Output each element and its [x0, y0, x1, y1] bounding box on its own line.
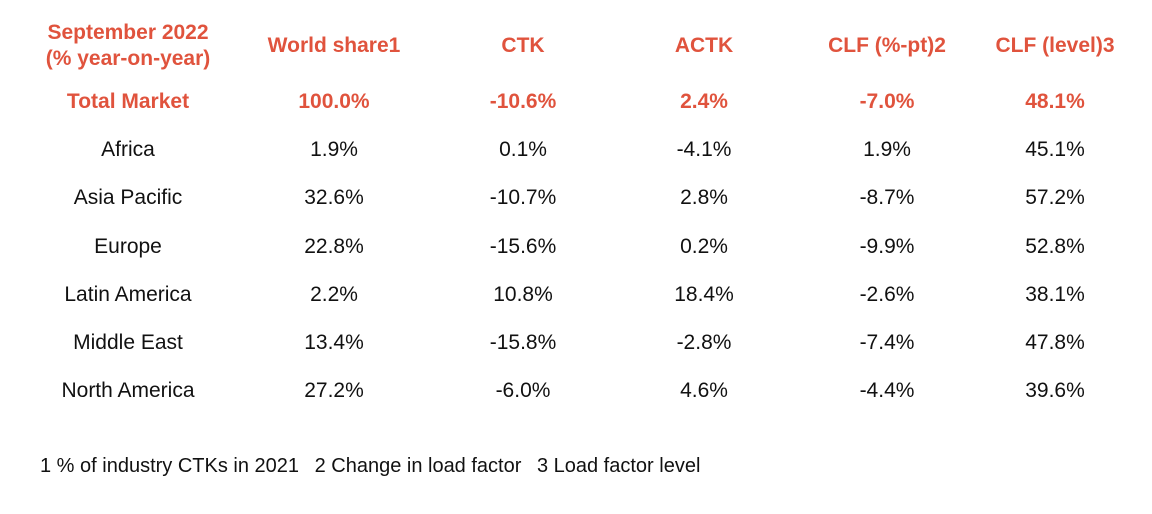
row-label: North America — [61, 379, 195, 403]
column-header-ctk: CTK — [501, 34, 545, 57]
cell-actk: -4.1% — [676, 138, 732, 162]
cell-actk: 2.4% — [680, 90, 728, 114]
period-line-1: September 2022 — [47, 21, 209, 44]
table-row: Europe 22.8% -15.6% 0.2% -9.9% 52.8% — [20, 223, 1130, 271]
cell-clf-pt: -9.9% — [859, 234, 915, 258]
table-row: North America 27.2% -6.0% 4.6% -4.4% 39.… — [20, 367, 1130, 415]
row-label: Europe — [94, 234, 162, 258]
cell-world-share: 13.4% — [304, 331, 364, 355]
table-header-row: September 2022 (% year-on-year) World sh… — [20, 14, 1130, 78]
cell-ctk: -6.0% — [495, 379, 551, 403]
regional-cargo-table: September 2022 (% year-on-year) World sh… — [20, 14, 1130, 415]
table-row: Africa 1.9% 0.1% -4.1% 1.9% 45.1% — [20, 126, 1130, 174]
footnote-3: 3 Load factor level — [536, 455, 701, 477]
cell-actk: 2.8% — [680, 186, 728, 210]
cell-clf-pt: 1.9% — [863, 138, 911, 162]
cell-ctk: -15.8% — [489, 331, 557, 355]
cell-actk: 18.4% — [674, 282, 734, 306]
cell-world-share: 32.6% — [304, 186, 364, 210]
period-line-2: (% year-on-year) — [45, 47, 211, 70]
cell-actk: -2.8% — [676, 331, 732, 355]
row-label: Latin America — [64, 282, 192, 306]
cell-clf-level: 48.1% — [1025, 90, 1085, 114]
table-row: Asia Pacific 32.6% -10.7% 2.8% -8.7% 57.… — [20, 174, 1130, 222]
cell-clf-level: 39.6% — [1025, 379, 1085, 403]
column-header-world-share: World share1 — [267, 34, 401, 57]
cell-clf-level: 52.8% — [1025, 234, 1085, 258]
column-header-actk: ACTK — [674, 34, 734, 57]
footnotes: 1 % of industry CTKs in 2021 2 Change in… — [40, 453, 710, 479]
cell-world-share: 22.8% — [304, 234, 364, 258]
row-label: Total Market — [66, 90, 190, 114]
cell-ctk: 0.1% — [499, 138, 547, 162]
column-header-clf-pt: CLF (%-pt)2 — [828, 34, 946, 57]
cell-clf-level: 47.8% — [1025, 331, 1085, 355]
cell-clf-pt: -2.6% — [859, 282, 915, 306]
cell-actk: 0.2% — [680, 234, 728, 258]
table-row: Latin America 2.2% 10.8% 18.4% -2.6% 38.… — [20, 271, 1130, 319]
cell-clf-pt: -7.0% — [859, 90, 915, 114]
column-header-clf-level: CLF (level)3 — [995, 34, 1115, 57]
period-header: September 2022 (% year-on-year) — [20, 14, 236, 78]
cell-clf-level: 45.1% — [1025, 138, 1085, 162]
row-label: Africa — [101, 138, 155, 162]
cell-actk: 4.6% — [680, 379, 728, 403]
cell-world-share: 27.2% — [304, 379, 364, 403]
footnote-1: 1 % of industry CTKs in 2021 — [40, 455, 300, 477]
cell-ctk: -10.6% — [489, 90, 557, 114]
cell-ctk: -10.7% — [489, 186, 557, 210]
total-market-row: Total Market 100.0% -10.6% 2.4% -7.0% 48… — [20, 78, 1130, 126]
row-label: Middle East — [73, 331, 183, 355]
row-label: Asia Pacific — [73, 186, 183, 210]
cell-clf-pt: -8.7% — [859, 186, 915, 210]
cell-world-share: 100.0% — [298, 90, 370, 114]
cell-world-share: 1.9% — [310, 138, 358, 162]
cell-clf-level: 38.1% — [1025, 282, 1085, 306]
cell-ctk: 10.8% — [493, 282, 553, 306]
cell-clf-pt: -4.4% — [859, 379, 915, 403]
table-row: Middle East 13.4% -15.8% -2.8% -7.4% 47.… — [20, 319, 1130, 367]
cell-ctk: -15.6% — [489, 234, 557, 258]
footnote-2: 2 Change in load factor — [314, 455, 522, 477]
cell-clf-pt: -7.4% — [859, 331, 915, 355]
cell-world-share: 2.2% — [310, 282, 358, 306]
cell-clf-level: 57.2% — [1025, 186, 1085, 210]
